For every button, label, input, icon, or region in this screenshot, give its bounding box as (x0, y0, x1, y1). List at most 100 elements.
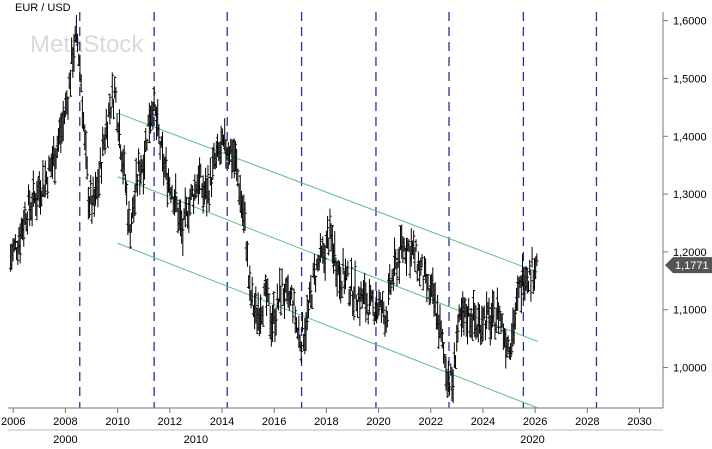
x-tick-label: 2030 (627, 416, 651, 428)
price-bar (451, 369, 455, 403)
price-bar (266, 278, 270, 303)
price-bar (310, 294, 314, 310)
price-bar (529, 270, 533, 302)
price-bar (441, 342, 446, 364)
price-bar (35, 180, 39, 221)
price-bar (395, 262, 399, 287)
price-bar (426, 274, 430, 291)
price-bar (366, 312, 370, 325)
price-bar (365, 292, 369, 315)
price-bar (290, 284, 294, 300)
x-decade-label: 2000 (53, 434, 77, 446)
y-tick-label: 1,0000 (673, 363, 707, 375)
x-decade-label: 2020 (520, 434, 544, 446)
price-bar (415, 263, 419, 282)
price-bar (151, 101, 155, 130)
price-bar (145, 138, 149, 151)
price-bar (291, 300, 295, 323)
price-bar (248, 265, 252, 301)
price-bar (280, 268, 284, 288)
y-tick-label: 1,3000 (673, 189, 707, 201)
price-bar (414, 239, 418, 252)
price-bar (22, 209, 26, 247)
price-bar (105, 121, 110, 148)
price-bar (110, 72, 114, 106)
price-bar (65, 90, 69, 115)
price-bar (232, 138, 236, 179)
price-bar (16, 240, 20, 265)
price-bar (42, 184, 46, 198)
price-bar (184, 196, 189, 217)
price-bar (292, 288, 296, 306)
price-bar (101, 126, 105, 157)
price-bar (31, 170, 35, 207)
price-bar (444, 356, 448, 391)
price-bar (261, 305, 265, 327)
price-bar (418, 260, 422, 287)
price-bar (306, 299, 311, 319)
x-decade-label: 2010 (184, 434, 208, 446)
price-bar (148, 105, 153, 134)
y-axis-ticks: 1,6000 1,5000 1,4000 1,3000 1,2000 1,1000 1,00… (663, 16, 707, 375)
price-bar (66, 97, 70, 120)
price-bar (13, 234, 17, 251)
x-tick-label: 2024 (471, 416, 495, 428)
price-bar (397, 246, 401, 284)
price-bar (278, 267, 282, 303)
x-tick-label: 2010 (105, 416, 129, 428)
price-bar (300, 311, 305, 332)
price-bar (62, 110, 67, 125)
price-bar (323, 246, 327, 281)
price-bar (367, 278, 372, 314)
price-bar (61, 100, 65, 142)
price-bar (258, 294, 263, 334)
price-bar (389, 279, 393, 296)
price-bar (152, 86, 156, 107)
price-bar (75, 33, 80, 53)
price-bar (471, 290, 476, 321)
price-bar (181, 219, 185, 256)
price-bar (89, 175, 93, 205)
price-bar (496, 302, 501, 335)
price-bar (407, 239, 411, 252)
price-bar (505, 337, 509, 358)
price-bar (190, 185, 195, 197)
price-bar (201, 175, 205, 214)
last-price-label: 1,1771 (675, 260, 709, 272)
price-bar (352, 286, 356, 321)
watermark: MetaStock (30, 31, 144, 58)
price-bar (412, 230, 416, 260)
cycle-lines (79, 12, 598, 408)
x-tick-label: 2016 (262, 416, 286, 428)
price-bar (353, 260, 357, 298)
price-bar (530, 246, 534, 268)
price-bar (325, 215, 330, 249)
chart-title: EUR / USD (15, 2, 71, 14)
price-bar (421, 276, 425, 291)
price-bar (147, 102, 151, 144)
price-bar (473, 302, 477, 338)
price-bar (199, 163, 203, 178)
price-bar (293, 306, 297, 334)
price-bar (508, 343, 513, 361)
price-bar (482, 305, 486, 320)
price-bar (404, 237, 409, 277)
price-bar (125, 181, 129, 206)
price-bar (79, 74, 83, 93)
price-bar (328, 208, 332, 239)
price-bar (279, 286, 283, 316)
price-bar (513, 302, 517, 330)
y-tick-label: 1,4000 (673, 131, 707, 143)
price-bar (87, 196, 92, 218)
price-bar (43, 160, 47, 197)
price-bar (243, 201, 247, 231)
price-bar (316, 254, 320, 272)
price-bar (176, 207, 180, 234)
price-bar (467, 297, 471, 318)
price-bar (157, 124, 161, 145)
price-bar (380, 291, 385, 314)
price-bar (327, 237, 331, 256)
price-bar (267, 293, 271, 306)
price-bar (420, 254, 424, 268)
